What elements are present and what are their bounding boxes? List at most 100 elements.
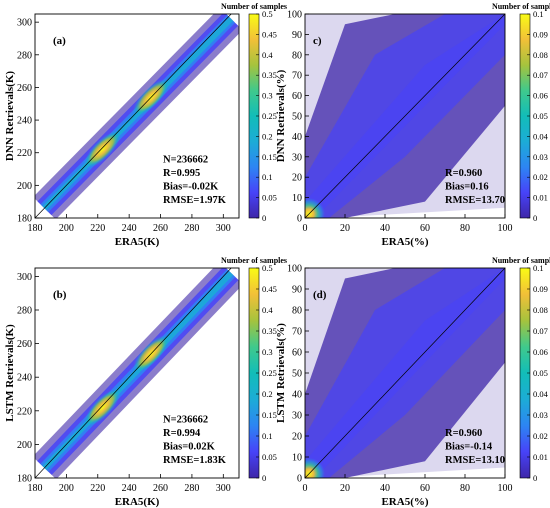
- colorbar-tick-label: 0.45: [262, 29, 277, 39]
- y-tick-label: 300: [17, 272, 32, 283]
- y-tick-label: 80: [292, 50, 302, 61]
- y-tick-label: 300: [17, 18, 32, 29]
- colorbar-tick-label: 0: [533, 473, 537, 483]
- colorbar-tick-label: 0.04: [533, 389, 549, 399]
- colorbar-title: Number of samples: [221, 256, 287, 265]
- stat-line: R=0.995: [163, 168, 200, 179]
- x-tick-label: 100: [498, 223, 513, 234]
- colorbar-tick-label: 0.15: [262, 410, 277, 420]
- y-tick-label: 10: [292, 193, 302, 204]
- colorbar-tick-label: 0.3: [262, 91, 273, 101]
- y-tick-label: 0: [297, 214, 302, 225]
- y-tick-label: 100: [287, 10, 302, 21]
- colorbar-tick-label: 0.04: [533, 131, 549, 141]
- y-tick-label: 70: [292, 71, 302, 82]
- colorbar-tick-label: 0: [262, 473, 266, 483]
- axes-frame: [34, 267, 240, 479]
- plot-area: [305, 14, 505, 218]
- x-axis-label: ERA5(%): [381, 236, 428, 248]
- colorbar-tick-label: 0.35: [262, 70, 277, 80]
- x-tick-label: 60: [420, 483, 430, 494]
- colorbar-tick-label: 0.06: [533, 347, 548, 357]
- colorbar-tick-label: 0.06: [533, 91, 548, 101]
- y-tick-label: 70: [292, 327, 302, 338]
- y-tick-label: 90: [292, 285, 302, 296]
- colorbar-tick-label: 0.1: [533, 263, 544, 273]
- colorbar-tick-label: 0: [533, 213, 537, 223]
- colorbar-tick-label: 0.15: [262, 152, 277, 162]
- x-axis-label: ERA5(K): [115, 496, 160, 508]
- x-tick-label: 0: [303, 483, 308, 494]
- y-tick-label: 260: [17, 83, 32, 94]
- one-to-one-line: [35, 268, 232, 478]
- colorbar-tick-label: 0.05: [262, 193, 277, 203]
- y-tick-label: 20: [292, 432, 302, 443]
- x-tick-label: 220: [90, 223, 105, 234]
- panel-c: 0 20 40 60 80 100 0 10 20 30 40 50 60 70 80 90 100 ERA5(%…: [275, 2, 550, 248]
- y-axis-label: DNN Retrievals(K): [4, 71, 16, 161]
- y-tick-label: 0: [297, 474, 302, 485]
- y-tick-label: 180: [17, 214, 32, 225]
- x-axis-label: ERA5(K): [115, 236, 160, 248]
- stat-line: RMSE=1.97K: [163, 195, 227, 206]
- panel-a: 180 200 220 240 260 280 300 180 200 220 240 260 280 3…: [4, 2, 287, 248]
- y-tick-label: 20: [292, 173, 302, 184]
- stat-line: Bias=-0.02K: [163, 182, 219, 193]
- stat-line: RMSE=13.70: [445, 195, 505, 206]
- stat-line: N=236662: [163, 415, 208, 426]
- y-tick-label: 260: [17, 339, 32, 350]
- y-tick-label: 220: [17, 406, 32, 417]
- x-tick-label: 280: [184, 223, 199, 234]
- x-tick-label: 80: [460, 483, 470, 494]
- y-tick-label: 280: [17, 306, 32, 317]
- one-to-one-line: [305, 14, 505, 218]
- colorbar-tick-label: 0.02: [533, 172, 548, 182]
- colorbar-tick-label: 0.05: [533, 368, 548, 378]
- y-tick-label: 200: [17, 181, 32, 192]
- panel-label: (b): [53, 289, 67, 301]
- stat-line: RMSE=1.83K: [163, 455, 227, 466]
- stat-line: Bias=0.16: [445, 182, 489, 193]
- x-tick-label: 20: [340, 223, 350, 234]
- colorbar-title: Number of samples: [492, 2, 550, 11]
- x-tick-label: 220: [90, 483, 105, 494]
- plot-area: [35, 14, 239, 218]
- colorbar-title: Number of samples: [221, 2, 287, 11]
- stat-line: Bias=-0.14: [445, 442, 493, 453]
- colorbar-tick-label: 0.3: [262, 347, 273, 357]
- y-tick-label: 90: [292, 30, 302, 41]
- y-axis-label: LSTM Retrievals(%): [275, 323, 287, 423]
- colorbar-tick-label: 0.1: [533, 9, 544, 19]
- colorbar-tick-label: 0.1: [262, 431, 273, 441]
- x-tick-label: 260: [153, 223, 168, 234]
- y-tick-label: 180: [17, 474, 32, 485]
- x-tick-label: 80: [460, 223, 470, 234]
- colorbar-tick-label: 0.4: [262, 50, 273, 60]
- y-tick-label: 40: [292, 132, 302, 143]
- stat-line: R=0.994: [163, 428, 201, 439]
- y-tick-label: 10: [292, 453, 302, 464]
- y-tick-label: 80: [292, 306, 302, 317]
- colorbar-tick-label: 0.03: [533, 152, 548, 162]
- y-axis-label: DNN Retrievals(%): [275, 69, 287, 162]
- colorbar-tick-label: 0.05: [262, 452, 277, 462]
- x-tick-label: 0: [303, 223, 308, 234]
- colorbar-tick-label: 0.05: [533, 111, 548, 121]
- colorbar-tick-label: 0.09: [533, 29, 548, 39]
- x-tick-label: 200: [59, 483, 74, 494]
- axes-frame: [34, 13, 240, 219]
- density-hotspot: [84, 389, 121, 426]
- y-tick-label: 30: [292, 152, 302, 163]
- y-tick-label: 50: [292, 112, 302, 123]
- colorbar-tick-label: 0.45: [262, 284, 277, 294]
- y-tick-label: 240: [17, 116, 32, 127]
- colorbar-tick-label: 0.07: [533, 70, 548, 80]
- stat-line: Bias=0.02K: [163, 442, 216, 453]
- y-tick-label: 220: [17, 148, 32, 159]
- y-tick-label: 240: [17, 373, 32, 384]
- one-to-one-line: [35, 14, 232, 218]
- x-tick-label: 180: [28, 223, 43, 234]
- x-tick-label: 100: [498, 483, 513, 494]
- one-to-one-line: [305, 268, 505, 478]
- panel-label: (d): [313, 289, 327, 301]
